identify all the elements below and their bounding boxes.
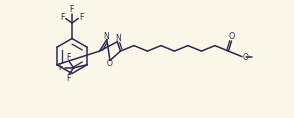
Text: F: F	[66, 53, 71, 62]
Text: F: F	[60, 13, 64, 22]
Text: F: F	[70, 6, 74, 15]
Text: F: F	[66, 74, 71, 83]
Text: N: N	[103, 32, 109, 41]
Text: N: N	[116, 34, 121, 43]
Text: O: O	[107, 59, 113, 68]
Text: F: F	[59, 63, 63, 72]
Text: O: O	[243, 53, 249, 62]
Text: F: F	[80, 13, 84, 22]
Text: O: O	[228, 32, 235, 41]
